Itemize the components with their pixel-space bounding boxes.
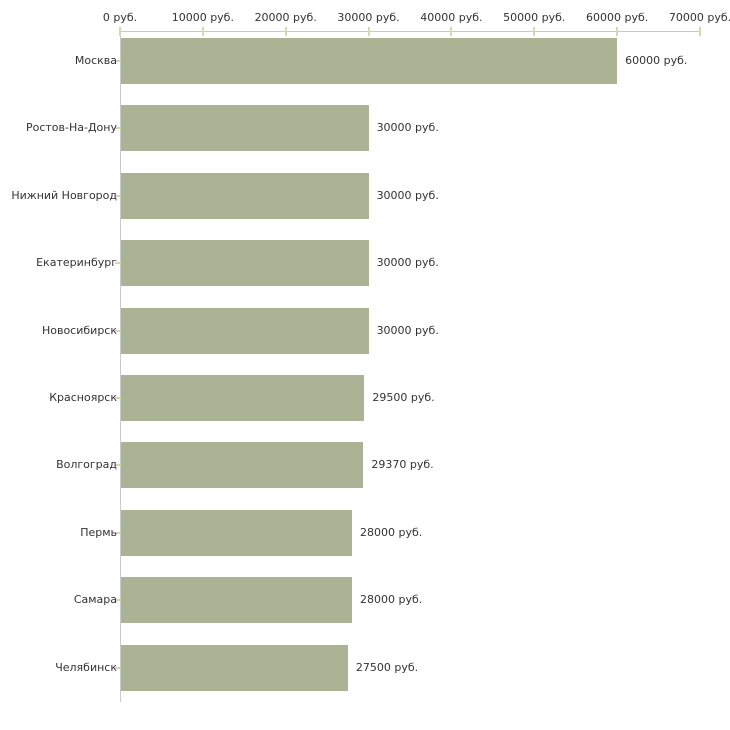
value-label: 29500 руб. [372,391,435,404]
category-tick [115,127,121,130]
category-label: Волгоград [56,458,117,472]
category-tick [115,262,121,265]
x-axis-tick-label: 50000 руб. [503,11,566,24]
x-axis-tick [284,27,287,36]
category-tick [115,329,121,332]
x-axis-tick [533,27,536,36]
bar [121,442,364,489]
value-label: 30000 руб. [376,121,439,135]
category-tick [115,599,121,602]
x-axis-tick-label: 10000 руб. [171,11,234,24]
x-axis-tick [450,27,453,36]
category-label: Самара [73,593,117,607]
value-label: 27500 руб. [355,660,419,674]
category-label: Новосибирск [41,323,117,337]
x-axis-tick [699,27,701,36]
value-label: 30000 руб. [376,256,439,270]
x-axis-tick-label: 20000 руб. [254,11,317,24]
category-tick [115,60,121,62]
bar [121,172,369,219]
category-label: Пермь [80,525,117,539]
value-label: 29370 руб. [371,458,434,472]
value-label: 28000 руб. [360,525,423,539]
category-tick [115,531,121,534]
bar [121,240,369,287]
x-axis-line [120,31,700,32]
x-axis-tick-label: 0 руб. [102,11,138,24]
value-label: 30000 руб. [376,188,439,202]
value-label: 60000 руб. [625,54,688,67]
x-axis-tick-label: 40000 руб. [420,11,483,24]
category-label: Екатеринбург [36,256,117,270]
category-tick [115,194,121,197]
category-label: Ростов-На-Дону [25,121,117,135]
x-axis-tick [201,27,204,36]
category-tick [115,397,121,399]
category-tick [115,666,121,669]
value-label: 28000 руб. [360,593,423,607]
x-axis-tick-label: 60000 руб. [586,11,649,24]
bar [121,644,348,691]
category-label: Красноярск [49,391,117,404]
bar [121,375,365,421]
bar [121,509,352,556]
y-axis-line [120,31,121,702]
bar [121,105,369,152]
bar [121,38,618,84]
bar [121,577,352,624]
category-tick [115,464,121,467]
x-axis-tick [616,27,619,36]
bar [121,307,369,354]
x-axis-tick [367,27,370,36]
x-axis-tick-label: 70000 руб. [668,11,730,24]
value-label: 30000 руб. [376,323,439,337]
category-label: Челябинск [55,660,117,674]
category-label: Нижний Новгород [11,188,117,202]
x-axis-tick [119,27,121,36]
x-axis-tick-label: 30000 руб. [337,11,400,24]
category-label: Москва [74,54,117,67]
